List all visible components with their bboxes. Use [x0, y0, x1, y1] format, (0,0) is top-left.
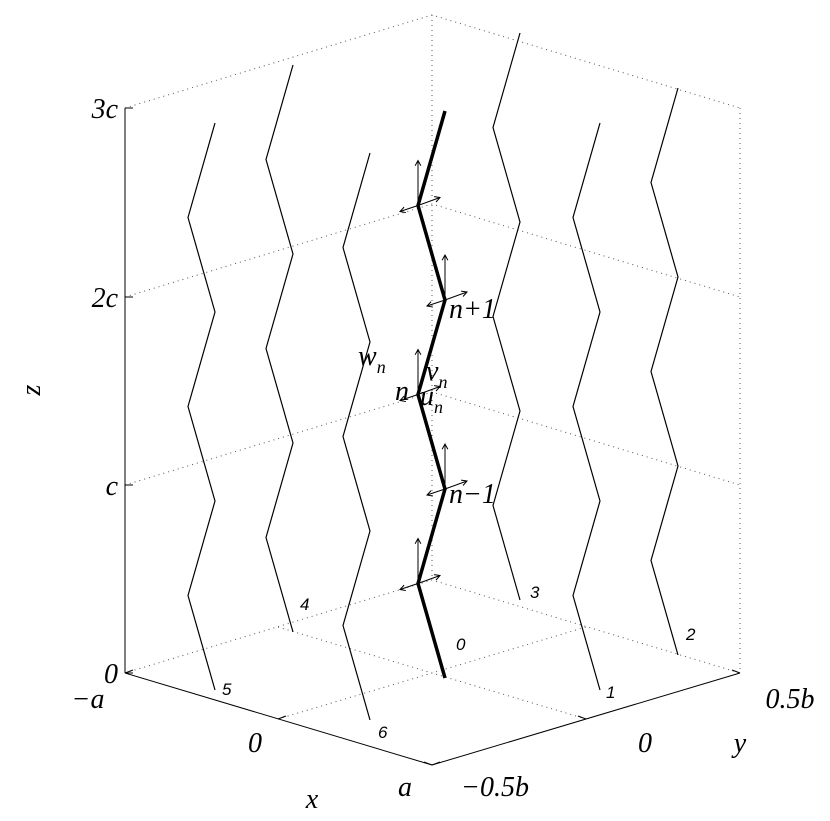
- tick: [431, 761, 441, 766]
- arrow: [444, 291, 468, 301]
- arrow-head: [460, 479, 468, 486]
- arrow: [444, 480, 468, 490]
- tick: [277, 715, 287, 720]
- arrow-head: [460, 290, 468, 297]
- z-tick-label: 0: [104, 659, 118, 690]
- chain-label: 6: [378, 723, 388, 742]
- chain: [572, 122, 601, 691]
- chain: [492, 32, 521, 601]
- site-label: n+1: [449, 294, 496, 325]
- arrow: [426, 488, 446, 496]
- displacement-label: un: [420, 381, 443, 417]
- chain: [342, 152, 371, 721]
- arrow: [426, 299, 446, 307]
- chain-label: 2: [685, 625, 696, 644]
- x-axis-label: x: [305, 784, 319, 815]
- grid-line: [124, 14, 741, 109]
- y-axis-label: y: [731, 728, 747, 759]
- arrow-head: [441, 253, 449, 261]
- displacement-label: wn: [358, 341, 386, 377]
- chain: [187, 122, 216, 691]
- y-tick-label: 0.5b: [766, 684, 815, 715]
- chain: [265, 64, 294, 633]
- x-tick-label: a: [398, 772, 412, 803]
- site-label: n−1: [449, 479, 496, 510]
- chain-label: 4: [300, 595, 309, 614]
- z-axis-label: z: [16, 384, 47, 396]
- z-tick-label: c: [106, 471, 119, 502]
- arrow: [417, 386, 441, 395]
- arrow-head: [414, 537, 422, 545]
- axes-box: [124, 14, 741, 766]
- chain-label: 1: [606, 683, 615, 702]
- grid-line: [124, 579, 741, 674]
- tick: [577, 715, 587, 720]
- arrow-head: [426, 490, 433, 497]
- site-label: n: [395, 376, 409, 407]
- arrow: [399, 205, 419, 212]
- chain-label: 0: [456, 635, 466, 654]
- y-tick-label: 0: [638, 728, 652, 759]
- z-tick-label: 3c: [91, 94, 119, 125]
- z-tick-label: 2c: [92, 283, 119, 314]
- arrow: [417, 197, 441, 206]
- chain-label: 3: [530, 583, 540, 602]
- arrow-head: [414, 159, 422, 167]
- arrow-head: [426, 301, 433, 308]
- tick: [731, 669, 741, 674]
- arrow-head: [441, 442, 449, 450]
- chain-label: 5: [222, 680, 232, 699]
- x-tick-label: 0: [248, 728, 262, 759]
- tick: [423, 761, 433, 766]
- grid-line: [124, 391, 741, 486]
- arrow-head: [433, 574, 441, 581]
- arrow-head: [433, 385, 441, 392]
- tick: [124, 669, 134, 674]
- arrow-head: [399, 584, 406, 592]
- grid-line: [124, 203, 741, 298]
- arrow-head: [399, 206, 406, 214]
- arrow: [417, 575, 441, 584]
- arrow-head: [433, 196, 441, 203]
- y-tick-label: −0.5b: [461, 772, 529, 803]
- chain: [650, 87, 679, 656]
- displacement-label: vn: [426, 356, 447, 392]
- arrow-head: [399, 395, 406, 403]
- arrow: [399, 394, 419, 401]
- x-tick-label: −a: [72, 684, 105, 715]
- grid-line: [277, 626, 587, 720]
- arrow: [399, 583, 419, 590]
- arrow-head: [414, 348, 422, 356]
